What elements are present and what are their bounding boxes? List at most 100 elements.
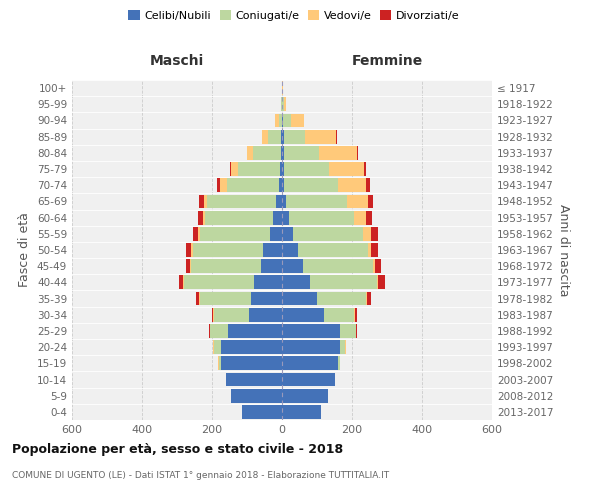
- Bar: [282, 178, 284, 192]
- Bar: [203, 210, 205, 224]
- Bar: [190, 260, 191, 273]
- Bar: [355, 324, 356, 338]
- Bar: [184, 276, 254, 289]
- Bar: [279, 178, 282, 192]
- Bar: [366, 178, 370, 192]
- Bar: [354, 210, 366, 224]
- Bar: [289, 210, 354, 224]
- Bar: [366, 292, 367, 306]
- Bar: [282, 292, 317, 306]
- Bar: [356, 324, 357, 338]
- Bar: [280, 162, 282, 176]
- Text: Popolazione per età, sesso e stato civile - 2018: Popolazione per età, sesso e stato civil…: [12, 442, 343, 456]
- Bar: [251, 292, 282, 306]
- Bar: [284, 162, 329, 176]
- Bar: [198, 210, 203, 224]
- Bar: [228, 324, 282, 338]
- Bar: [319, 146, 357, 160]
- Bar: [282, 114, 283, 128]
- Bar: [275, 114, 279, 128]
- Bar: [329, 162, 364, 176]
- Bar: [217, 178, 220, 192]
- Bar: [282, 162, 284, 176]
- Bar: [263, 243, 282, 257]
- Bar: [282, 210, 289, 224]
- Bar: [303, 260, 373, 273]
- Bar: [214, 340, 221, 354]
- Bar: [261, 260, 282, 273]
- Bar: [219, 356, 221, 370]
- Bar: [191, 260, 261, 273]
- Bar: [282, 276, 310, 289]
- Bar: [200, 292, 251, 306]
- Bar: [193, 227, 198, 240]
- Bar: [354, 308, 355, 322]
- Bar: [205, 210, 273, 224]
- Bar: [357, 146, 358, 160]
- Bar: [282, 372, 335, 386]
- Bar: [179, 276, 183, 289]
- Bar: [281, 146, 282, 160]
- Bar: [238, 162, 280, 176]
- Bar: [282, 130, 284, 143]
- Bar: [282, 98, 284, 111]
- Legend: Celibi/Nubili, Coniugati/e, Vedovi/e, Divorziati/e: Celibi/Nubili, Coniugati/e, Vedovi/e, Di…: [124, 6, 464, 25]
- Bar: [373, 260, 375, 273]
- Bar: [221, 340, 282, 354]
- Bar: [310, 276, 377, 289]
- Bar: [196, 292, 199, 306]
- Bar: [317, 292, 366, 306]
- Bar: [253, 146, 281, 160]
- Bar: [377, 276, 378, 289]
- Bar: [186, 243, 191, 257]
- Bar: [286, 194, 347, 208]
- Bar: [282, 405, 320, 419]
- Bar: [345, 340, 346, 354]
- Bar: [231, 162, 238, 176]
- Bar: [227, 178, 279, 192]
- Bar: [282, 356, 338, 370]
- Bar: [284, 98, 286, 111]
- Text: COMUNE DI UGENTO (LE) - Dati ISTAT 1° gennaio 2018 - Elaborazione TUTTITALIA.IT: COMUNE DI UGENTO (LE) - Dati ISTAT 1° ge…: [12, 471, 389, 480]
- Bar: [191, 243, 193, 257]
- Bar: [292, 114, 304, 128]
- Bar: [268, 130, 281, 143]
- Bar: [209, 324, 210, 338]
- Bar: [199, 292, 200, 306]
- Bar: [200, 227, 270, 240]
- Bar: [249, 308, 282, 322]
- Bar: [378, 276, 385, 289]
- Bar: [254, 276, 282, 289]
- Bar: [282, 308, 324, 322]
- Bar: [283, 114, 292, 128]
- Bar: [183, 276, 184, 289]
- Bar: [262, 130, 268, 143]
- Bar: [210, 324, 228, 338]
- Bar: [231, 389, 282, 402]
- Bar: [213, 308, 214, 322]
- Bar: [364, 162, 366, 176]
- Bar: [371, 227, 378, 240]
- Bar: [198, 227, 200, 240]
- Bar: [338, 356, 340, 370]
- Bar: [229, 162, 231, 176]
- Bar: [273, 210, 282, 224]
- Bar: [281, 130, 282, 143]
- Bar: [282, 389, 328, 402]
- Bar: [199, 194, 204, 208]
- Bar: [336, 130, 337, 143]
- Bar: [368, 194, 373, 208]
- Bar: [282, 243, 298, 257]
- Bar: [355, 308, 356, 322]
- Bar: [204, 194, 208, 208]
- Bar: [284, 146, 319, 160]
- Bar: [212, 308, 213, 322]
- Bar: [218, 356, 219, 370]
- Bar: [340, 340, 345, 354]
- Bar: [284, 178, 338, 192]
- Bar: [242, 405, 282, 419]
- Bar: [279, 114, 282, 128]
- Bar: [247, 146, 253, 160]
- Bar: [293, 227, 362, 240]
- Bar: [340, 324, 355, 338]
